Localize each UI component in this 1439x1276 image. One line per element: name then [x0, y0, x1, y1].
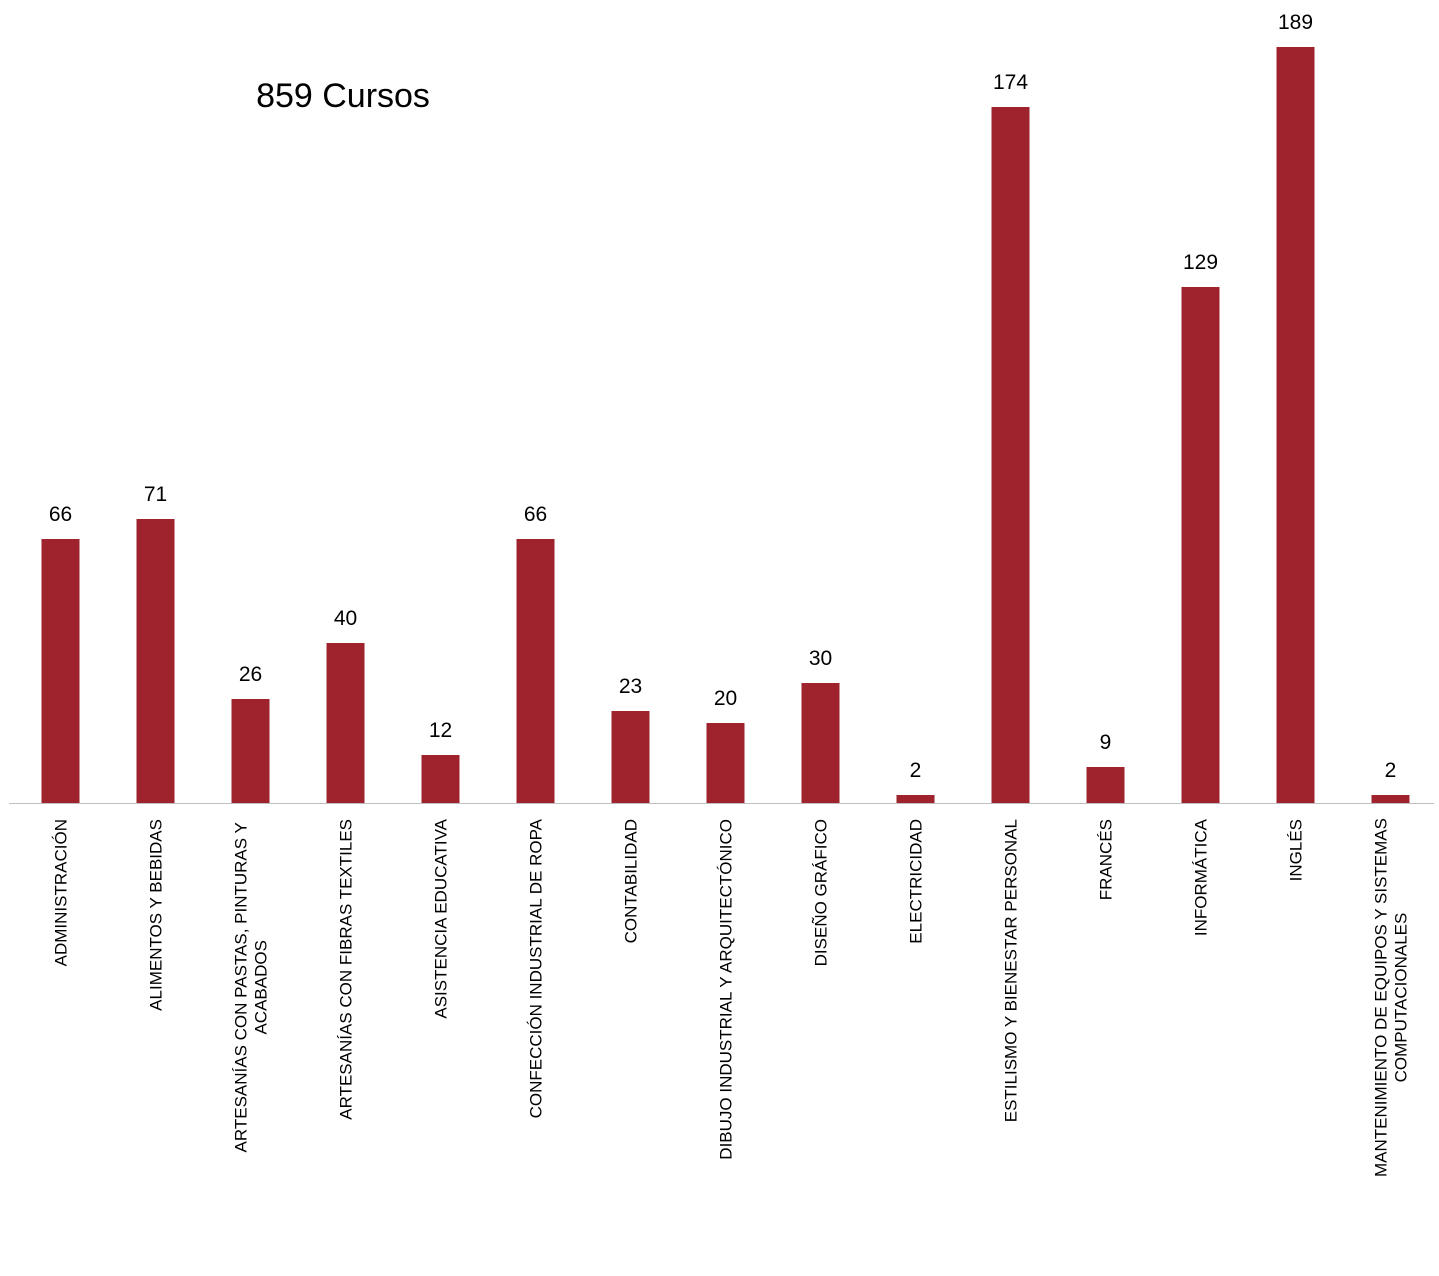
category-label-line: ARTESANÍAS CON PASTAS, PINTURAS Y	[232, 822, 251, 1152]
data-label: 23	[619, 675, 642, 698]
category-label: MANTENIMIENTO DE EQUIPOS Y SISTEMASCOMPU…	[1372, 818, 1411, 1177]
category-label: CONTABILIDAD	[622, 819, 641, 943]
category-label: ASISTENCIA EDUCATIVA	[432, 818, 451, 1018]
data-label: 189	[1278, 11, 1313, 34]
bar	[421, 755, 460, 803]
category-label: INFORMÁTICA	[1192, 818, 1211, 936]
chart-annotation: 859 Cursos	[256, 77, 430, 115]
data-label: 30	[809, 647, 832, 670]
category-label: ESTILISMO Y BIENESTAR PERSONAL	[1002, 819, 1021, 1122]
bar	[326, 643, 365, 803]
bar	[611, 711, 650, 803]
category-label: ADMINISTRACIÓN	[52, 819, 71, 966]
category-label: DISEÑO GRÁFICO	[812, 819, 831, 966]
bar	[516, 539, 555, 803]
data-label: 12	[429, 719, 452, 742]
category-label: ARTESANÍAS CON PASTAS, PINTURAS YACABADO…	[232, 822, 271, 1152]
data-label: 66	[49, 503, 72, 526]
category-label-line: ACABADOS	[252, 940, 271, 1034]
category-label: CONFECCIÓN INDUSTRIAL DE ROPA	[527, 818, 546, 1118]
data-label: 26	[239, 663, 262, 686]
bar	[231, 699, 270, 803]
bar	[801, 683, 840, 803]
bar	[1181, 287, 1220, 803]
bar	[1276, 47, 1315, 803]
category-label: FRANCÉS	[1097, 819, 1116, 900]
bar	[1086, 767, 1125, 803]
bar	[1371, 795, 1410, 803]
data-label: 9	[1100, 731, 1112, 754]
category-label: ALIMENTOS Y BEBIDAS	[147, 819, 166, 1011]
category-label: ARTESANÍAS CON FIBRAS TEXTILES	[337, 819, 356, 1120]
bar	[896, 795, 935, 803]
category-label: INGLÉS	[1287, 819, 1306, 881]
data-label: 66	[524, 503, 547, 526]
data-label: 174	[993, 71, 1028, 94]
category-label-line: COMPUTACIONALES	[1392, 913, 1411, 1083]
bar	[706, 723, 745, 803]
category-label: ELECTRICIDAD	[907, 819, 926, 944]
category-label-line: MANTENIMIENTO DE EQUIPOS Y SISTEMAS	[1372, 818, 1391, 1177]
data-label: 20	[714, 687, 737, 710]
bar	[991, 107, 1030, 803]
bar	[136, 519, 175, 803]
category-label: DIBUJO INDUSTRIAL Y ARQUITECTÓNICO	[717, 819, 736, 1160]
bar	[41, 539, 80, 803]
data-label: 2	[910, 759, 922, 782]
data-label: 129	[1183, 251, 1218, 274]
data-label: 71	[144, 483, 167, 506]
data-label: 2	[1385, 759, 1397, 782]
data-label: 40	[334, 607, 357, 630]
